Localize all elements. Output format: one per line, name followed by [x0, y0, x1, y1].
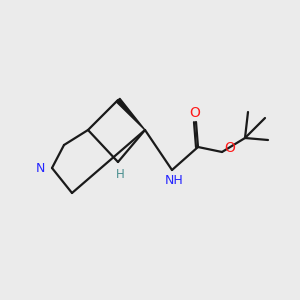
Polygon shape: [116, 98, 145, 130]
Text: N: N: [36, 161, 45, 175]
Text: H: H: [116, 167, 124, 181]
Text: O: O: [225, 141, 236, 155]
Text: O: O: [190, 106, 200, 120]
Text: NH: NH: [165, 175, 183, 188]
